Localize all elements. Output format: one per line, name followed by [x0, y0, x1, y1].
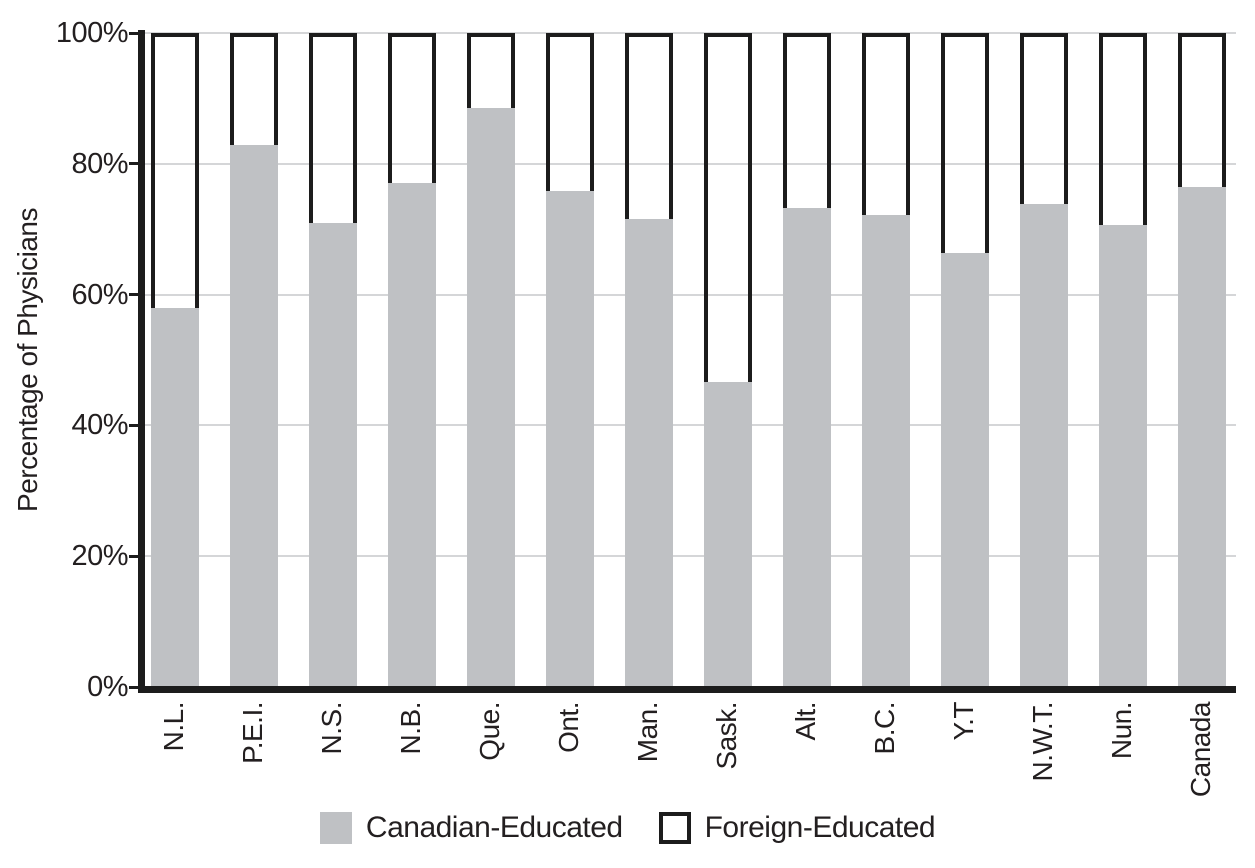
foreign-educated-segment [388, 33, 436, 183]
y-tick-mark [129, 293, 138, 297]
legend-item-foreign-educated: Foreign-Educated [658, 811, 936, 844]
bar-alt [783, 33, 831, 687]
x-axis-label: P.E.I. [237, 702, 268, 764]
foreign-educated-segment [625, 33, 673, 219]
bar-yt [941, 33, 989, 687]
canadian-educated-segment [388, 182, 436, 687]
canadian-educated-segment [1099, 225, 1147, 687]
canadian-educated-segment [704, 382, 752, 687]
canadian-educated-segment [783, 207, 831, 687]
y-tick-mark [129, 31, 138, 35]
canadian-educated-segment [230, 144, 278, 687]
y-tick-label: 80% [71, 147, 128, 180]
bar-ont [546, 33, 594, 687]
x-axis-label: N.W.T. [1027, 702, 1058, 782]
y-tick-label: 20% [71, 540, 128, 573]
bar-canada [1178, 33, 1226, 687]
y-tick-label: 40% [71, 409, 128, 442]
canadian-educated-segment [941, 252, 989, 687]
bar-bc [862, 33, 910, 687]
y-axis-title: Percentage of Physicians [6, 33, 50, 687]
foreign-educated-segment [704, 33, 752, 383]
gridline [145, 555, 1236, 558]
legend-label: Canadian-Educated [365, 811, 623, 844]
bar-que [467, 33, 515, 687]
foreign-educated-swatch-icon [658, 812, 691, 844]
x-axis-line [138, 686, 1236, 693]
x-axis-label: N.B. [395, 702, 426, 755]
x-axis-label: Y.T [948, 702, 979, 741]
foreign-educated-segment [783, 33, 831, 208]
bar-nun [1099, 33, 1147, 687]
canadian-educated-swatch-icon [319, 812, 352, 844]
canadian-educated-segment [862, 214, 910, 687]
foreign-educated-segment [1178, 33, 1226, 187]
canadian-educated-segment [309, 222, 357, 687]
foreign-educated-segment [467, 33, 515, 109]
foreign-educated-segment [1020, 33, 1068, 204]
foreign-educated-segment [1099, 33, 1147, 226]
foreign-educated-segment [309, 33, 357, 223]
y-tick-label: 60% [71, 278, 128, 311]
foreign-educated-segment [230, 33, 278, 145]
foreign-educated-segment [941, 33, 989, 253]
x-axis-label: Nun. [1106, 702, 1137, 760]
y-tick-label: 0% [87, 671, 128, 703]
legend-label: Foreign-Educated [704, 811, 936, 844]
x-axis-label: Sask. [711, 702, 742, 770]
y-tick-mark [129, 423, 138, 427]
x-axis-label: N.S. [316, 702, 347, 755]
foreign-educated-segment [862, 33, 910, 215]
foreign-educated-segment [151, 33, 199, 308]
x-axis-label: B.C. [869, 702, 900, 755]
foreign-educated-segment [546, 33, 594, 191]
gridline [145, 162, 1236, 165]
x-axis-label: Que. [474, 702, 505, 761]
bar-man [625, 33, 673, 687]
bar-nwt [1020, 33, 1068, 687]
legend-item-canadian-educated: Canadian-Educated [319, 811, 623, 844]
y-tick-label: 100% [55, 17, 129, 49]
x-axis-label: Alt. [790, 702, 821, 741]
canadian-educated-segment [546, 190, 594, 687]
canadian-educated-segment [1020, 203, 1068, 687]
gridline [145, 424, 1236, 427]
gridline [145, 293, 1236, 296]
y-axis-title-text: Percentage of Physicians [12, 208, 43, 512]
x-axis-label: Canada [1185, 702, 1216, 798]
canadian-educated-segment [467, 108, 515, 687]
bar-sask [704, 33, 752, 687]
x-axis-label: Ont. [553, 702, 584, 753]
y-tick-mark [129, 162, 138, 166]
bar-nb [388, 33, 436, 687]
canadian-educated-segment [1178, 186, 1226, 687]
x-axis-label: Man. [632, 702, 663, 763]
y-axis-line [138, 30, 145, 692]
x-axis-label: N.L. [158, 702, 189, 752]
y-tick-mark [129, 685, 138, 689]
gridline [145, 32, 1236, 34]
y-tick-mark [129, 554, 138, 558]
chart-legend: Canadian-Educated Foreign-Educated [0, 812, 1255, 844]
bar-nl [151, 33, 199, 687]
canadian-educated-segment [151, 307, 199, 687]
bar-ns [309, 33, 357, 687]
bar-pei [230, 33, 278, 687]
canadian-educated-segment [625, 218, 673, 687]
